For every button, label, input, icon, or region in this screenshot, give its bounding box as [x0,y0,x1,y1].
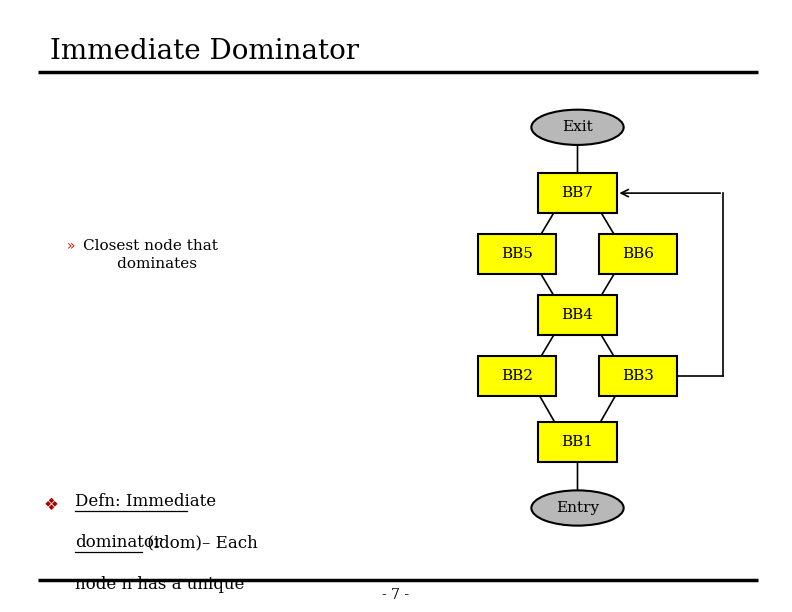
FancyBboxPatch shape [539,296,616,335]
Text: BB7: BB7 [562,186,593,200]
Ellipse shape [531,490,623,526]
Text: ❖: ❖ [44,496,59,513]
Text: Defn: Immediate: Defn: Immediate [75,493,216,510]
FancyBboxPatch shape [539,173,616,213]
Text: BB5: BB5 [501,247,533,261]
Ellipse shape [531,110,623,145]
Text: - 7 -: - 7 - [383,588,409,602]
Text: »: » [67,239,76,253]
Text: BB2: BB2 [501,370,533,383]
FancyBboxPatch shape [539,422,616,462]
Text: BB6: BB6 [622,247,654,261]
Text: (idom)– Each: (idom)– Each [143,534,258,551]
FancyBboxPatch shape [599,356,677,397]
Text: node n has a unique: node n has a unique [75,576,245,593]
Text: dominator: dominator [75,534,162,551]
FancyBboxPatch shape [478,356,556,397]
Text: Exit: Exit [562,121,593,134]
Text: BB4: BB4 [562,308,593,323]
Text: BB1: BB1 [562,435,593,449]
Text: Closest node that
       dominates: Closest node that dominates [83,239,218,271]
FancyBboxPatch shape [478,234,556,274]
Text: Immediate Dominator: Immediate Dominator [50,38,359,65]
FancyBboxPatch shape [599,234,677,274]
Text: Entry: Entry [556,501,599,515]
Text: BB3: BB3 [622,370,653,383]
